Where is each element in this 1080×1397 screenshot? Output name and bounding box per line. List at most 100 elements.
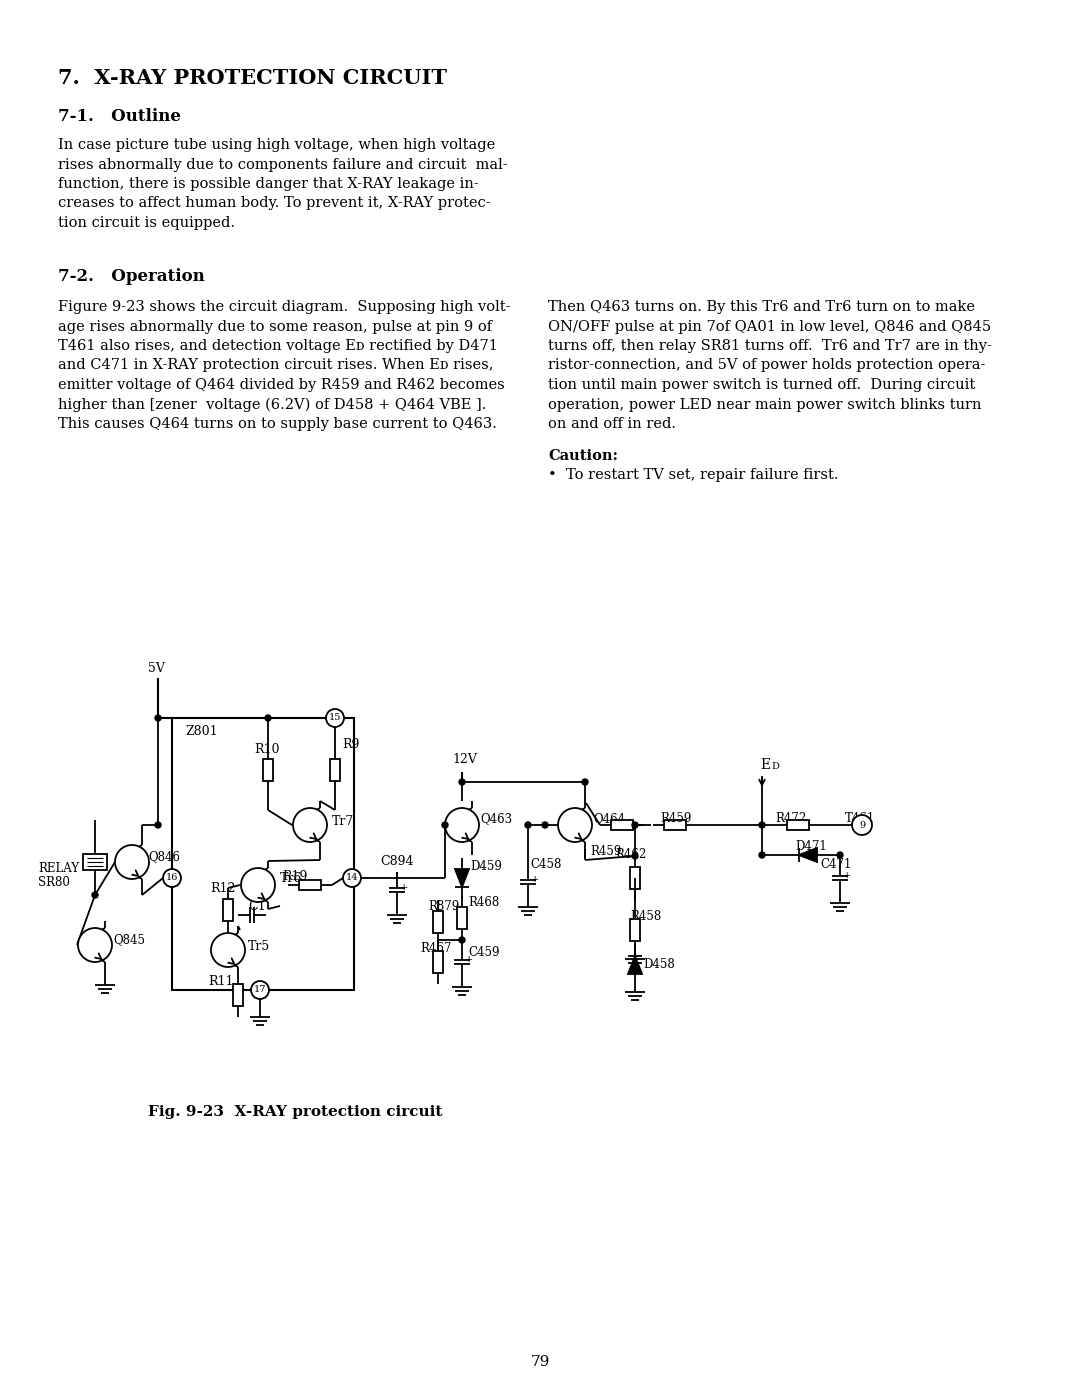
Circle shape (759, 821, 765, 828)
Polygon shape (455, 869, 469, 887)
Circle shape (632, 854, 638, 859)
Text: tion circuit is equipped.: tion circuit is equipped. (58, 217, 235, 231)
Bar (172, 718, 354, 990)
Text: 7.  X-RAY PROTECTION CIRCUIT: 7. X-RAY PROTECTION CIRCUIT (58, 68, 447, 88)
Bar (299, 880, 321, 890)
Text: T461: T461 (845, 812, 875, 826)
Circle shape (114, 845, 149, 879)
Bar (330, 759, 340, 781)
Circle shape (326, 710, 345, 726)
Text: C459: C459 (468, 946, 499, 958)
Circle shape (211, 933, 245, 967)
Text: Q464: Q464 (593, 812, 625, 826)
Text: 7-2.   Operation: 7-2. Operation (58, 268, 205, 285)
Text: +: + (400, 883, 408, 893)
Circle shape (459, 937, 465, 943)
Text: rises abnormally due to components failure and circuit  mal-: rises abnormally due to components failu… (58, 158, 508, 172)
Circle shape (445, 807, 480, 842)
Text: 14: 14 (346, 873, 359, 883)
Circle shape (293, 807, 327, 842)
Text: D459: D459 (470, 861, 502, 873)
Bar (433, 911, 443, 933)
Text: R467: R467 (420, 942, 451, 956)
Circle shape (156, 715, 161, 721)
Bar (457, 907, 467, 929)
Bar (233, 983, 243, 1006)
Text: +: + (531, 876, 539, 884)
Text: function, there is possible danger that X-RAY leakage in-: function, there is possible danger that … (58, 177, 478, 191)
Text: 17: 17 (254, 985, 267, 995)
Text: R458: R458 (630, 909, 661, 923)
Text: R9: R9 (342, 738, 360, 752)
Circle shape (459, 780, 465, 785)
Text: 79: 79 (530, 1355, 550, 1369)
Text: 5V: 5V (148, 662, 165, 675)
Text: +: + (843, 872, 851, 880)
Text: R11: R11 (208, 975, 233, 988)
Circle shape (163, 869, 181, 887)
Circle shape (156, 821, 161, 828)
Polygon shape (627, 956, 642, 974)
Text: Tr5: Tr5 (248, 940, 270, 953)
Text: R462: R462 (615, 848, 646, 861)
Text: R19: R19 (282, 870, 308, 883)
Circle shape (343, 869, 361, 887)
Text: operation, power LED near main power switch blinks turn: operation, power LED near main power swi… (548, 398, 982, 412)
Text: +: + (465, 956, 473, 964)
Bar (264, 759, 273, 781)
Circle shape (852, 814, 872, 835)
Bar (222, 900, 233, 921)
Text: C458: C458 (530, 858, 562, 870)
Circle shape (442, 821, 448, 828)
Text: tion until main power switch is turned off.  During circuit: tion until main power switch is turned o… (548, 379, 975, 393)
Text: turns off, then relay SR81 turns off.  Tr6 and Tr7 are in thy-: turns off, then relay SR81 turns off. Tr… (548, 339, 991, 353)
Text: Tr7: Tr7 (332, 814, 354, 828)
Circle shape (582, 780, 588, 785)
Text: R879: R879 (428, 900, 459, 914)
Text: 7-1.   Outline: 7-1. Outline (58, 108, 180, 124)
Circle shape (558, 807, 592, 842)
Text: age rises abnormally due to some reason, pulse at pin 9 of: age rises abnormally due to some reason,… (58, 320, 492, 334)
Text: Then Q463 turns on. By this Tr6 and Tr6 turn on to make: Then Q463 turns on. By this Tr6 and Tr6 … (548, 300, 975, 314)
Text: 12V: 12V (453, 753, 477, 766)
Text: D471: D471 (795, 840, 827, 854)
Text: D458: D458 (643, 958, 675, 971)
Text: •  To restart TV set, repair failure first.: • To restart TV set, repair failure firs… (548, 468, 838, 482)
Text: T461 also rises, and detection voltage Eᴅ rectified by D471: T461 also rises, and detection voltage E… (58, 339, 498, 353)
Bar (664, 820, 686, 830)
Text: R472: R472 (775, 812, 807, 826)
Bar (630, 919, 640, 942)
Bar (611, 820, 633, 830)
Text: higher than [zener  voltage (6.2V) of D458 + Q464 VBE ].: higher than [zener voltage (6.2V) of D45… (58, 398, 486, 412)
Text: D: D (771, 761, 779, 771)
Text: E: E (760, 759, 770, 773)
Text: R468: R468 (468, 895, 499, 909)
Bar (83, 854, 107, 870)
Text: emitter voltage of Q464 divided by R459 and R462 becomes: emitter voltage of Q464 divided by R459 … (58, 379, 504, 393)
Text: Z801: Z801 (185, 725, 218, 738)
Text: C894: C894 (380, 855, 414, 868)
Bar (787, 820, 809, 830)
Circle shape (525, 821, 531, 828)
Text: Q846: Q846 (148, 849, 180, 863)
Text: Caution:: Caution: (548, 448, 618, 462)
Text: R459: R459 (590, 845, 621, 858)
Text: RELAY: RELAY (38, 862, 79, 875)
Text: ristor-connection, and 5V of power holds protection opera-: ristor-connection, and 5V of power holds… (548, 359, 985, 373)
Text: 9: 9 (859, 820, 865, 830)
Text: This causes Q464 turns on to supply base current to Q463.: This causes Q464 turns on to supply base… (58, 416, 497, 432)
Circle shape (632, 821, 638, 828)
Circle shape (265, 715, 271, 721)
Text: Q463: Q463 (480, 812, 512, 826)
Text: 15: 15 (328, 714, 341, 722)
Circle shape (759, 852, 765, 858)
Text: and C471 in X-RAY protection circuit rises. When Eᴅ rises,: and C471 in X-RAY protection circuit ris… (58, 359, 494, 373)
Text: Tr6: Tr6 (280, 872, 302, 886)
Text: R12: R12 (210, 882, 235, 895)
Circle shape (78, 928, 112, 963)
Text: SR80: SR80 (38, 876, 70, 888)
Text: on and off in red.: on and off in red. (548, 416, 676, 432)
Polygon shape (799, 848, 816, 862)
Text: In case picture tube using high voltage, when high voltage: In case picture tube using high voltage,… (58, 138, 496, 152)
Circle shape (542, 821, 548, 828)
